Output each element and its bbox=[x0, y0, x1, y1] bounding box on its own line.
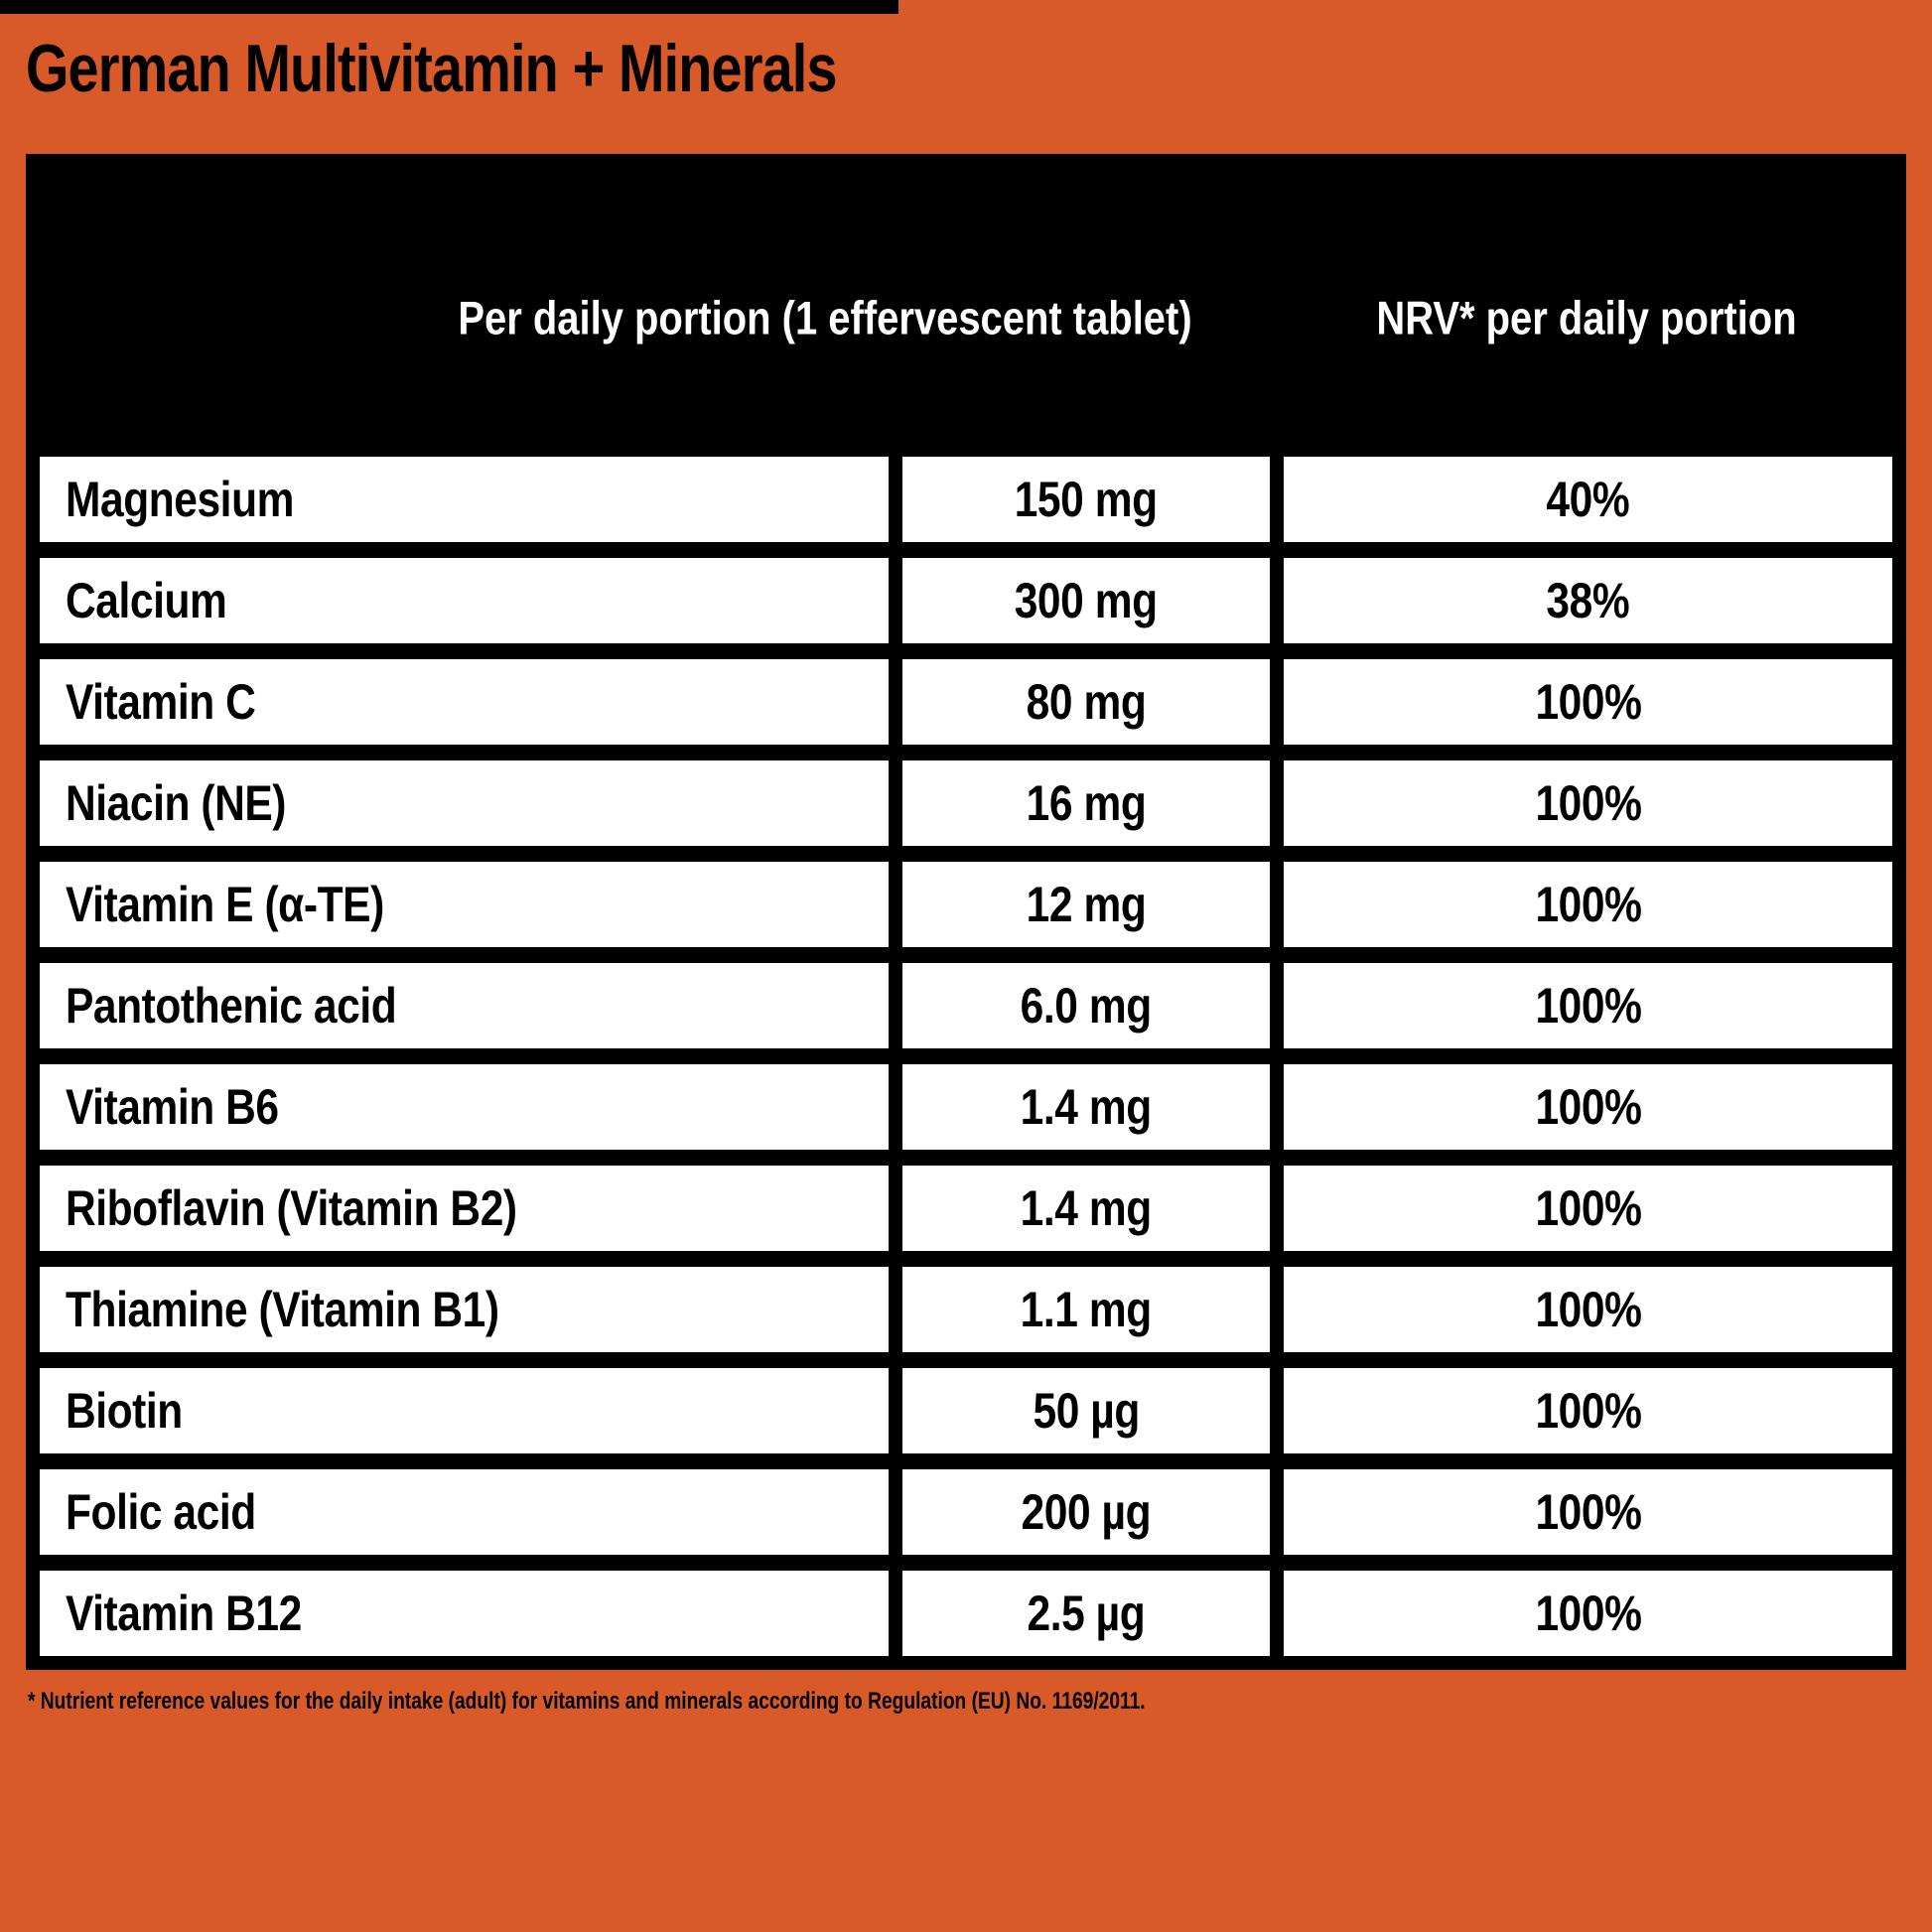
nrv-cell: 100% bbox=[1284, 862, 1892, 947]
nutrient-name-cell: Vitamin B6 bbox=[40, 1064, 889, 1150]
nrv-cell-text: 100% bbox=[1534, 1383, 1641, 1439]
table-row: Magnesium 150 mg 40% bbox=[40, 457, 1892, 542]
nrv-cell-text: 100% bbox=[1534, 674, 1641, 730]
table-row: Pantothenic acid 6.0 mg 100% bbox=[40, 963, 1892, 1048]
nrv-cell-text: 100% bbox=[1534, 1484, 1641, 1540]
amount-cell: 6.0 mg bbox=[902, 963, 1270, 1048]
amount-cell-text: 150 mg bbox=[1015, 472, 1158, 527]
amount-cell-text: 1.1 mg bbox=[1020, 1282, 1153, 1337]
nutrient-name-cell-text: Vitamin C bbox=[66, 674, 256, 730]
nutrient-name-cell-text: Thiamine (Vitamin B1) bbox=[66, 1282, 499, 1337]
amount-cell: 150 mg bbox=[902, 457, 1270, 542]
table-row: Calcium 300 mg 38% bbox=[40, 558, 1892, 643]
nrv-cell: 38% bbox=[1284, 558, 1892, 643]
nrv-cell: 100% bbox=[1284, 1064, 1892, 1150]
nutrient-name-cell: Vitamin B12 bbox=[40, 1571, 889, 1656]
nrv-cell-text: 38% bbox=[1546, 573, 1630, 628]
nutrient-name-cell: Folic acid bbox=[40, 1469, 889, 1555]
nutrient-name-cell: Biotin bbox=[40, 1368, 889, 1453]
table-row: Vitamin B6 1.4 mg 100% bbox=[40, 1064, 1892, 1150]
nutrient-name-cell: Calcium bbox=[40, 558, 889, 643]
nrv-cell-text: 100% bbox=[1534, 775, 1641, 831]
nrv-cell-text: 40% bbox=[1546, 472, 1630, 527]
nrv-cell: 100% bbox=[1284, 963, 1892, 1048]
amount-cell: 2.5 µg bbox=[902, 1571, 1270, 1656]
amount-cell-text: 16 mg bbox=[1026, 775, 1147, 831]
amount-cell-text: 1.4 mg bbox=[1020, 1079, 1153, 1135]
nutrient-name-cell: Vitamin C bbox=[40, 659, 889, 745]
amount-cell: 300 mg bbox=[902, 558, 1270, 643]
amount-cell-text: 1.4 mg bbox=[1020, 1180, 1153, 1236]
amount-cell: 1.4 mg bbox=[902, 1064, 1270, 1150]
table-row: Riboflavin (Vitamin B2) 1.4 mg 100% bbox=[40, 1166, 1892, 1251]
nrv-cell-text: 100% bbox=[1534, 1282, 1641, 1337]
column-header-nrv: NRV* per daily portion bbox=[1376, 291, 1797, 345]
amount-cell: 12 mg bbox=[902, 862, 1270, 947]
amount-cell-text: 300 mg bbox=[1015, 573, 1158, 628]
nutrient-name-cell: Riboflavin (Vitamin B2) bbox=[40, 1166, 889, 1251]
nrv-cell-text: 100% bbox=[1534, 1586, 1641, 1641]
amount-cell: 200 µg bbox=[902, 1469, 1270, 1555]
nutrient-name-cell: Magnesium bbox=[40, 457, 889, 542]
nrv-cell: 100% bbox=[1284, 1166, 1892, 1251]
nrv-cell-text: 100% bbox=[1534, 877, 1641, 932]
table-row: Vitamin C 80 mg 100% bbox=[40, 659, 1892, 745]
nutrient-name-cell-text: Pantothenic acid bbox=[66, 978, 397, 1034]
nrv-cell-text: 100% bbox=[1534, 1079, 1641, 1135]
nutrient-name-cell-text: Vitamin B12 bbox=[66, 1586, 302, 1641]
amount-cell: 16 mg bbox=[902, 760, 1270, 846]
table-row: Vitamin E (α-TE) 12 mg 100% bbox=[40, 862, 1892, 947]
nutrient-name-cell-text: Biotin bbox=[66, 1383, 183, 1439]
amount-cell-text: 6.0 mg bbox=[1020, 978, 1153, 1034]
nutrient-name-cell-text: Calcium bbox=[66, 573, 227, 628]
nutrient-name-cell-text: Vitamin E (α-TE) bbox=[66, 877, 384, 932]
table-row: Biotin 50 µg 100% bbox=[40, 1368, 1892, 1453]
table-body: Magnesium 150 mg 40% Calcium 300 mg 38% Vitami… bbox=[26, 457, 1906, 1670]
table-header: Per daily portion (1 effervescent tablet… bbox=[26, 154, 1906, 457]
top-edge-strip bbox=[0, 0, 898, 14]
nutrient-name-cell-text: Folic acid bbox=[66, 1484, 256, 1540]
nutrient-name-cell-text: Magnesium bbox=[66, 472, 294, 527]
nutrient-name-cell: Pantothenic acid bbox=[40, 963, 889, 1048]
nutrient-name-cell: Niacin (NE) bbox=[40, 760, 889, 846]
table-row: Thiamine (Vitamin B1) 1.1 mg 100% bbox=[40, 1267, 1892, 1352]
amount-cell-text: 2.5 µg bbox=[1027, 1586, 1146, 1641]
nutrition-table: Per daily portion (1 effervescent tablet… bbox=[26, 154, 1906, 1670]
amount-cell: 1.1 mg bbox=[902, 1267, 1270, 1352]
table-row: Vitamin B12 2.5 µg 100% bbox=[40, 1571, 1892, 1656]
amount-cell-text: 12 mg bbox=[1026, 877, 1147, 932]
nutrient-name-cell-text: Vitamin B6 bbox=[66, 1079, 279, 1135]
table-row: Folic acid 200 µg 100% bbox=[40, 1469, 1892, 1555]
amount-cell-text: 200 µg bbox=[1021, 1484, 1152, 1540]
amount-cell: 50 µg bbox=[902, 1368, 1270, 1453]
amount-cell: 80 mg bbox=[902, 659, 1270, 745]
nrv-cell: 40% bbox=[1284, 457, 1892, 542]
nrv-cell: 100% bbox=[1284, 760, 1892, 846]
nutrient-name-cell-text: Riboflavin (Vitamin B2) bbox=[66, 1180, 517, 1236]
amount-cell-text: 80 mg bbox=[1026, 674, 1147, 730]
column-header-amount: Per daily portion (1 effervescent tablet… bbox=[458, 291, 1192, 345]
nutrient-name-cell: Vitamin E (α-TE) bbox=[40, 862, 889, 947]
nrv-cell-text: 100% bbox=[1534, 1180, 1641, 1236]
nrv-cell: 100% bbox=[1284, 1267, 1892, 1352]
nutrient-name-cell-text: Niacin (NE) bbox=[66, 775, 287, 831]
nrv-cell: 100% bbox=[1284, 1368, 1892, 1453]
nrv-cell: 100% bbox=[1284, 659, 1892, 745]
amount-cell-text: 50 µg bbox=[1033, 1383, 1140, 1439]
nutrient-name-cell: Thiamine (Vitamin B1) bbox=[40, 1267, 889, 1352]
footnote: * Nutrient reference values for the dail… bbox=[28, 1688, 1146, 1715]
amount-cell: 1.4 mg bbox=[902, 1166, 1270, 1251]
nrv-cell: 100% bbox=[1284, 1571, 1892, 1656]
page-title: German Multivitamin + Minerals bbox=[26, 31, 838, 106]
nrv-cell: 100% bbox=[1284, 1469, 1892, 1555]
nrv-cell-text: 100% bbox=[1534, 978, 1641, 1034]
table-row: Niacin (NE) 16 mg 100% bbox=[40, 760, 1892, 846]
